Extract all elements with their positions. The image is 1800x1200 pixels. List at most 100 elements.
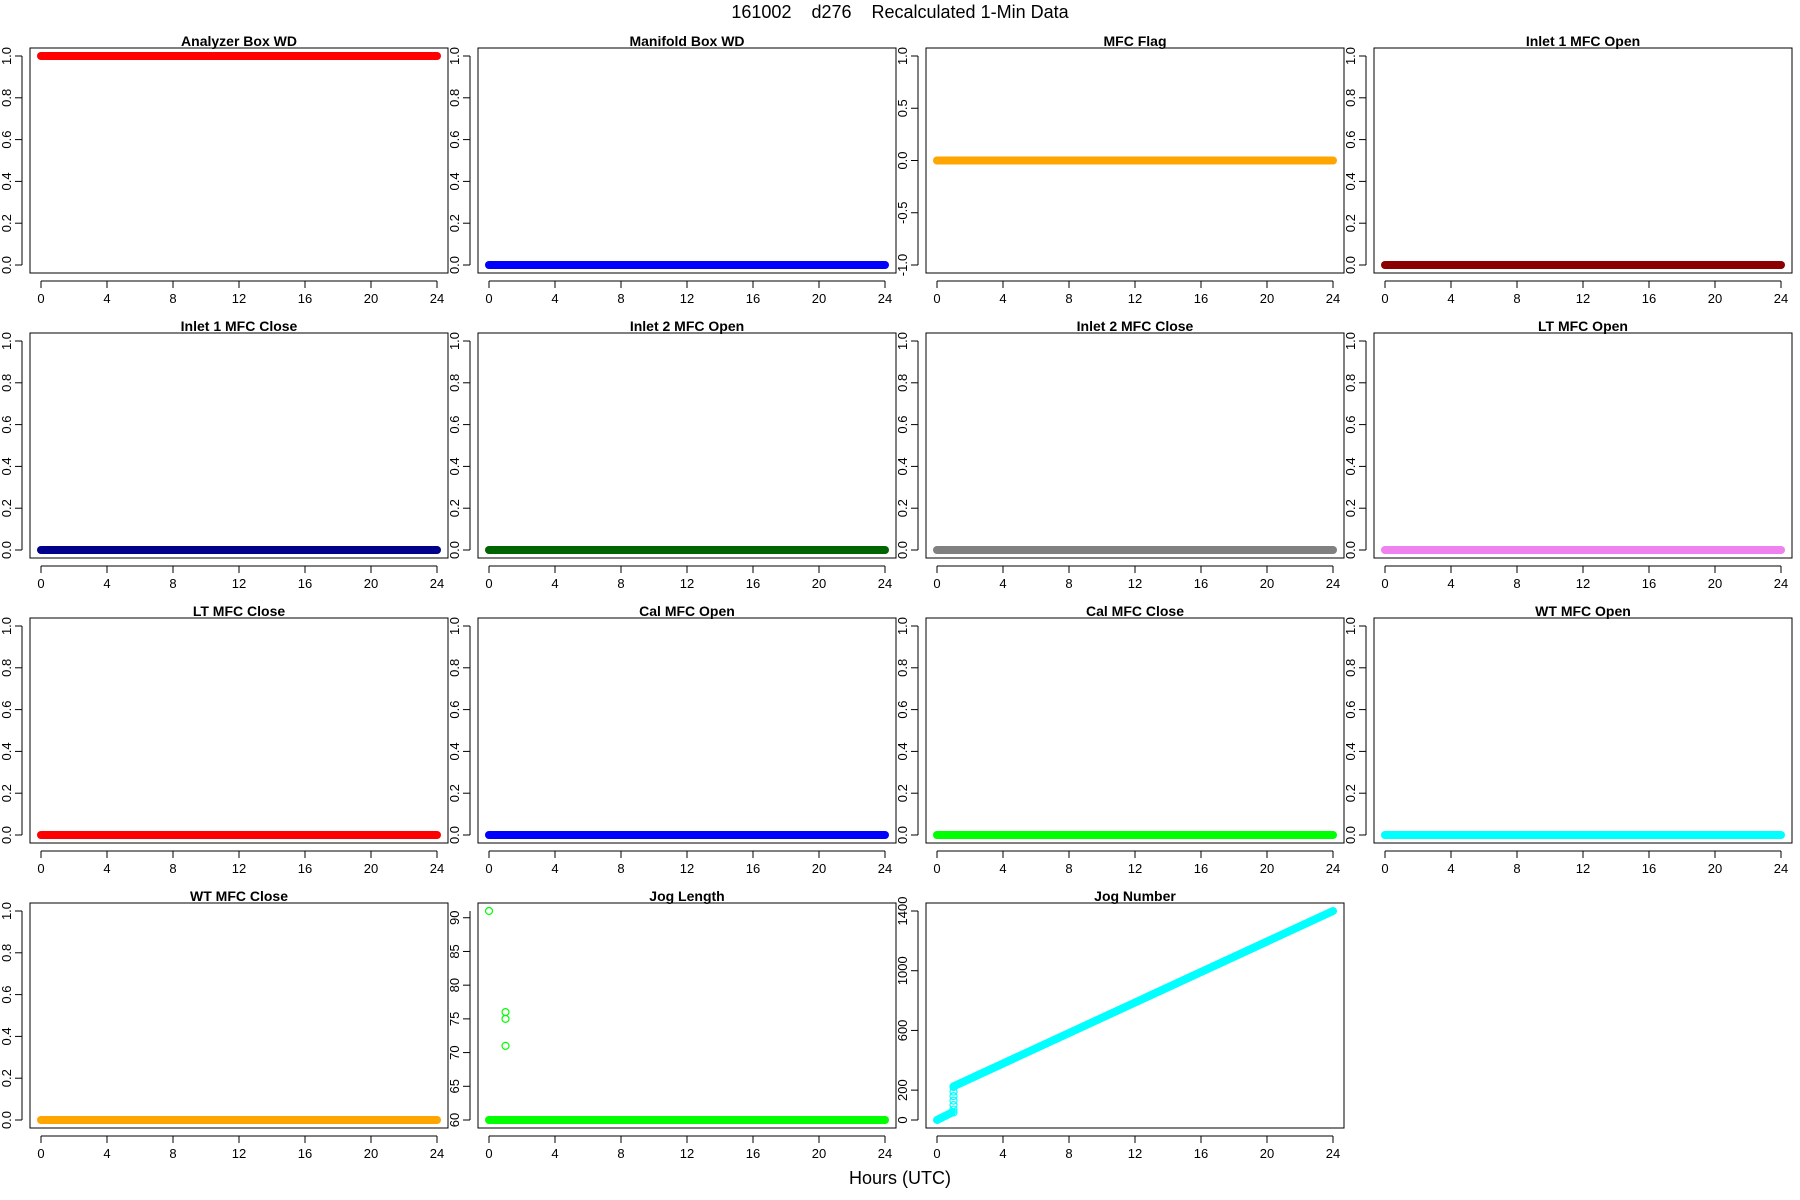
panel-8: LT MFC Open 0 4 8 12 16 20 24 0.0 0.2 0.4 0.6 0.8 1.0: [1343, 318, 1793, 591]
x-tick-label: 0: [485, 576, 492, 591]
x-tick-label: 24: [430, 861, 444, 876]
x-tick-label: 20: [1260, 1146, 1274, 1161]
x-tick-label: 8: [617, 861, 624, 876]
x-tick-label: 4: [999, 576, 1006, 591]
y-tick-label: 0.8: [1343, 659, 1358, 677]
y-tick-label: 0.0: [1343, 826, 1358, 844]
x-tick-label: 16: [746, 576, 760, 591]
x-tick-label: 16: [1194, 1146, 1208, 1161]
y-tick-label: 1.0: [1343, 617, 1358, 635]
panel-3: MFC Flag 0 4 8 12 16 20 24 -1.0 -0.5 0.0 0.5 1.0: [895, 33, 1345, 306]
panel-title: LT MFC Open: [1538, 318, 1628, 334]
y-tick-label: -0.5: [895, 202, 910, 224]
y-tick-label: 0.4: [1343, 742, 1358, 760]
x-tick-label: 12: [680, 861, 694, 876]
y-tick-label: 0.2: [1343, 214, 1358, 232]
y-tick-label: 0.0: [1343, 541, 1358, 559]
plot-frame: [1373, 332, 1793, 559]
panel-11: Cal MFC Close 0 4 8 12 16 20 24 0.0 0.2 0.4 0.6 0.8 1…: [895, 603, 1345, 876]
x-tick-label: 20: [1260, 291, 1274, 306]
plot-frame: [925, 902, 1345, 1129]
x-tick-label: 16: [298, 861, 312, 876]
x-tick-label: 20: [812, 861, 826, 876]
panel-1: Analyzer Box WD 0 4 8 12 16 20 24 0.0 0.2 0.4 0.6 0.…: [0, 33, 449, 306]
x-tick-label: 24: [430, 291, 444, 306]
y-tick-label: 1.0: [447, 47, 462, 65]
x-tick-label: 24: [1326, 291, 1340, 306]
x-tick-label: 4: [999, 861, 1006, 876]
y-tick-label: 0.8: [0, 944, 14, 962]
x-tick-label: 8: [1513, 861, 1520, 876]
data-point: [501, 1014, 510, 1023]
x-tick-label: 8: [1513, 291, 1520, 306]
x-tick-label: 20: [812, 291, 826, 306]
panel-title: Inlet 2 MFC Close: [1077, 318, 1194, 334]
x-tick-label: 8: [1065, 291, 1072, 306]
x-tick-label: 16: [746, 291, 760, 306]
x-tick-label: 24: [430, 576, 444, 591]
x-tick-label: 0: [37, 861, 44, 876]
y-tick-label: 0: [895, 1116, 910, 1123]
panel-7: Inlet 2 MFC Close 0 4 8 12 16 20 24 0.0 0.2 0.4 0.6…: [895, 318, 1345, 591]
x-tick-label: 24: [878, 861, 892, 876]
y-tick-label: 0.4: [895, 457, 910, 475]
x-tick-label: 8: [617, 291, 624, 306]
y-tick-label: 65: [447, 1079, 462, 1093]
y-tick-label: 1.0: [895, 47, 910, 65]
x-tick-label: 0: [1381, 576, 1388, 591]
plot-frame: [477, 332, 897, 559]
y-tick-label: 1.0: [447, 332, 462, 350]
x-tick-label: 8: [169, 576, 176, 591]
x-tick-label: 16: [298, 1146, 312, 1161]
x-tick-label: 0: [37, 291, 44, 306]
panel-title: Jog Length: [649, 888, 724, 904]
x-tick-label: 24: [878, 576, 892, 591]
y-tick-label: 0.2: [0, 1069, 14, 1087]
y-tick-label: 0.2: [0, 214, 14, 232]
x-tick-label: 24: [1326, 1146, 1340, 1161]
y-tick-label: 0.6: [447, 131, 462, 149]
panel-title: LT MFC Close: [193, 603, 286, 619]
x-tick-label: 12: [232, 291, 246, 306]
y-tick-label: 0.0: [447, 256, 462, 274]
y-tick-label: 0.0: [0, 541, 14, 559]
y-tick-label: 1.0: [895, 617, 910, 635]
plot-frame: [29, 332, 449, 559]
y-tick-label: 0.6: [895, 701, 910, 719]
y-tick-label: -1.0: [895, 254, 910, 276]
data-point: [949, 1092, 958, 1101]
y-tick-label: 1000: [895, 956, 910, 985]
y-tick-label: 0.8: [447, 374, 462, 392]
x-tick-label: 24: [430, 1146, 444, 1161]
x-tick-label: 0: [37, 1146, 44, 1161]
panel-15: Jog Number 0 4 8 12 16 20 24 0 200 600 1000 1400: [895, 888, 1345, 1161]
x-tick-label: 12: [1576, 861, 1590, 876]
x-tick-label: 8: [169, 861, 176, 876]
plot-frame: [477, 617, 897, 844]
x-tick-label: 20: [364, 861, 378, 876]
y-tick-label: 1.0: [1343, 332, 1358, 350]
x-tick-label: 20: [364, 1146, 378, 1161]
y-tick-label: 0.0: [0, 1111, 14, 1129]
y-tick-label: 0.4: [447, 742, 462, 760]
x-tick-label: 24: [878, 1146, 892, 1161]
data-point: [501, 1008, 510, 1017]
x-tick-label: 0: [933, 1146, 940, 1161]
y-tick-label: 70: [447, 1045, 462, 1059]
y-tick-label: 0.8: [1343, 374, 1358, 392]
panel-title: Inlet 2 MFC Open: [630, 318, 744, 334]
y-tick-label: 0.4: [895, 742, 910, 760]
data-point: [949, 1105, 958, 1114]
y-tick-label: 0.4: [1343, 457, 1358, 475]
y-tick-label: 0.4: [0, 1027, 14, 1045]
x-tick-label: 12: [1128, 576, 1142, 591]
panel-title: Manifold Box WD: [629, 33, 744, 49]
plot-frame: [477, 47, 897, 274]
x-axis-label: Hours (UTC): [849, 1168, 951, 1188]
x-tick-label: 16: [746, 861, 760, 876]
x-tick-label: 12: [1128, 291, 1142, 306]
y-tick-label: 1.0: [895, 332, 910, 350]
y-tick-label: 0.2: [1343, 784, 1358, 802]
panel-5: Inlet 1 MFC Close 0 4 8 12 16 20 24 0.0 0.2 0.4 0.6…: [0, 318, 449, 591]
y-tick-label: 0.4: [0, 742, 14, 760]
